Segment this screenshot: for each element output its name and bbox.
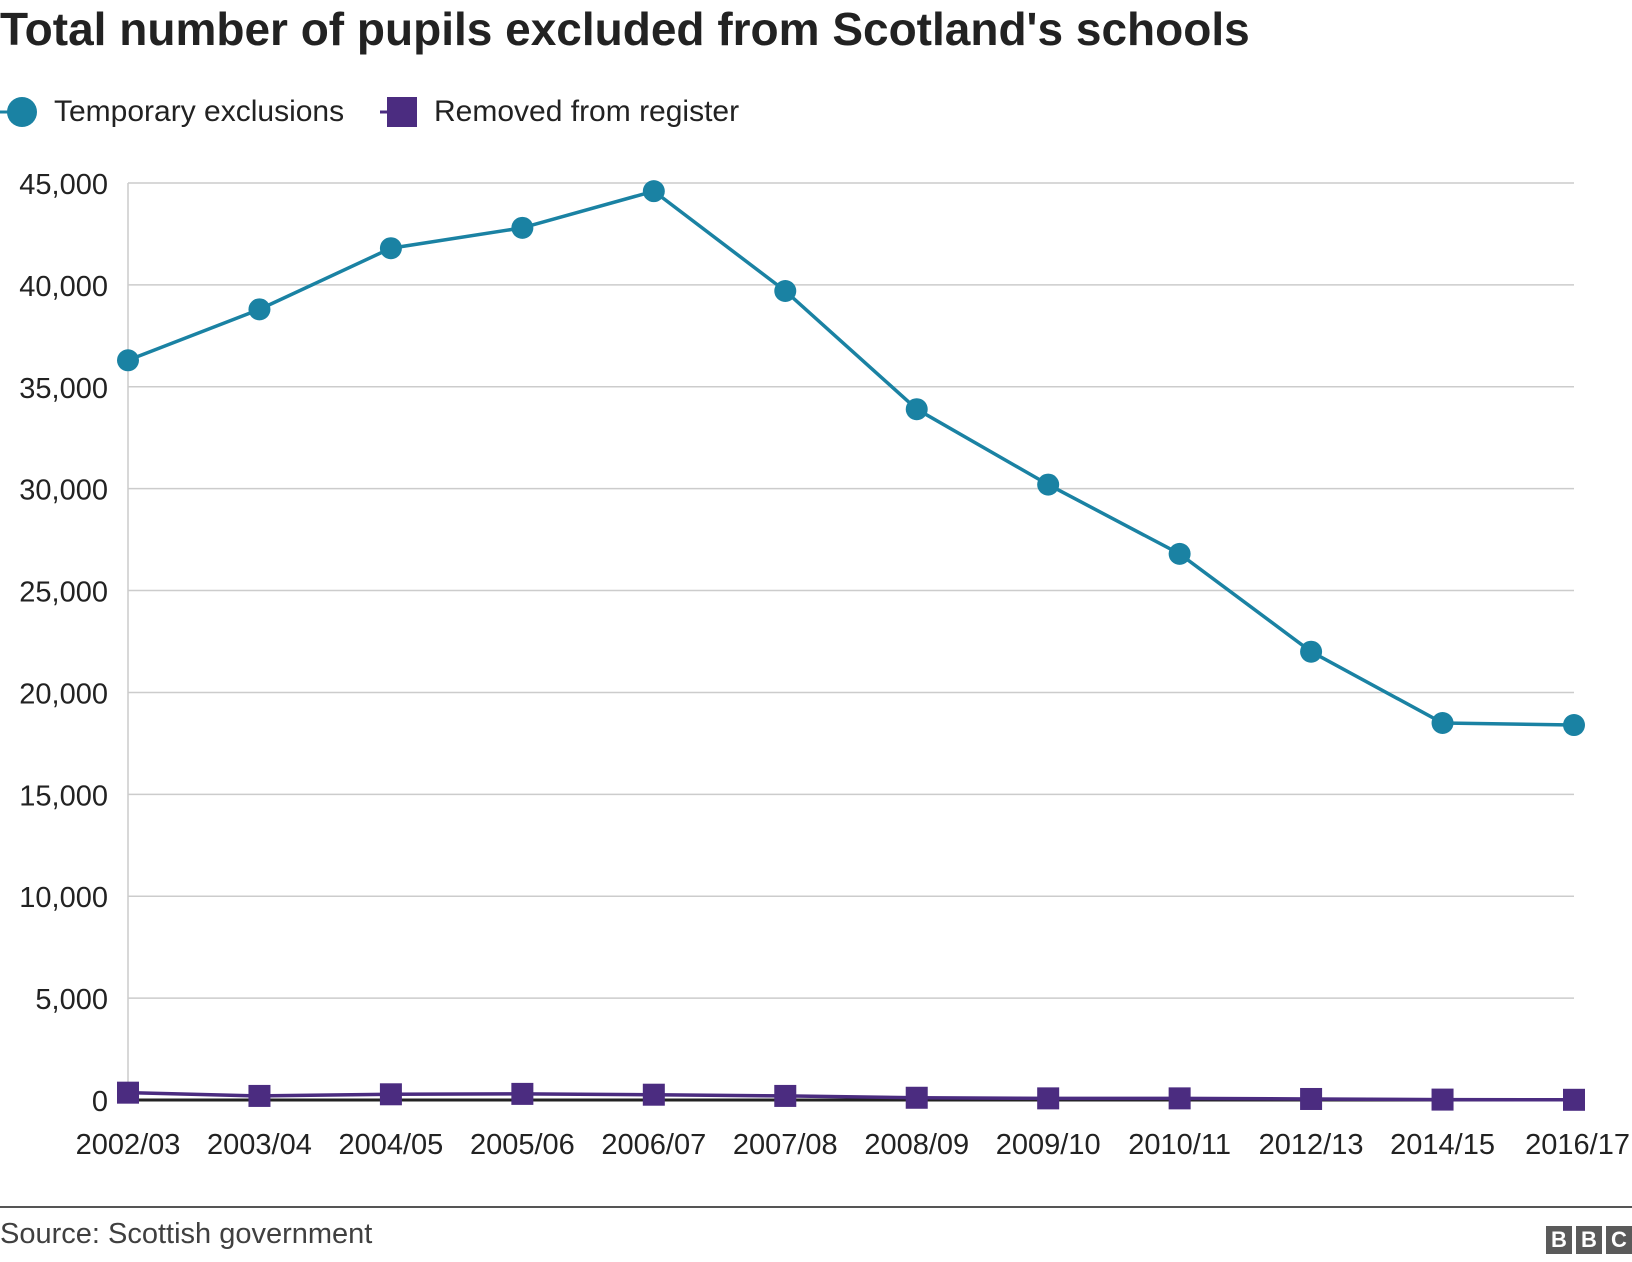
data-point-square [511, 1082, 534, 1105]
data-point-square [642, 1083, 665, 1106]
data-point-square [1431, 1088, 1454, 1111]
data-point-square [1300, 1087, 1323, 1110]
data-point-circle [774, 280, 797, 303]
x-tick-label: 2010/11 [1128, 1129, 1231, 1161]
logo-letter: C [1606, 1226, 1632, 1254]
x-tick-label: 2006/07 [601, 1129, 706, 1161]
y-tick-label: 5,000 [35, 984, 108, 1016]
x-tick-label: 2012/13 [1259, 1129, 1364, 1161]
x-tick-label: 2014/15 [1390, 1129, 1495, 1161]
y-tick-label: 40,000 [19, 271, 108, 303]
legend-label: Temporary exclusions [54, 95, 345, 128]
y-tick-label: 10,000 [19, 882, 108, 914]
x-tick-label: 2008/09 [864, 1129, 969, 1161]
legend-item-temporary-exclusions: Temporary exclusions [0, 92, 380, 132]
series-line-removed-from-register [127, 1090, 1575, 1102]
data-point-square [1037, 1087, 1060, 1110]
line-chart: 45,000 40,000 35,000 30,000 25,000 20,000 15,0… [19, 169, 1630, 1161]
x-tick-label: 2002/03 [76, 1129, 181, 1161]
data-point-circle [511, 216, 534, 239]
x-tick-label: 2005/06 [470, 1129, 575, 1161]
x-tick-label: 2009/10 [996, 1129, 1101, 1161]
data-point-square [117, 1081, 139, 1104]
x-tick-label: 2004/05 [338, 1129, 443, 1161]
chart-title: Total number of pupils excluded from Sco… [0, 3, 1250, 55]
source-note: Source: Scottish government [0, 1218, 373, 1250]
x-tick-label: 2007/08 [733, 1129, 838, 1161]
y-tick-label: 20,000 [19, 678, 108, 710]
data-point-square [1168, 1087, 1191, 1110]
data-point-square [774, 1084, 797, 1107]
circle-marker-icon [0, 97, 37, 127]
y-tick-label: 0 [92, 1086, 108, 1118]
logo-letter: B [1576, 1226, 1602, 1254]
data-point-circle [117, 349, 139, 372]
data-point-circle [1168, 542, 1191, 565]
data-point-square [905, 1086, 928, 1109]
y-tick-label: 35,000 [19, 373, 108, 405]
series-line-temporary-exclusions [127, 189, 1575, 727]
square-marker-icon [380, 97, 417, 127]
data-point-square [379, 1083, 402, 1106]
footer-divider [0, 1206, 1632, 1208]
data-point-circle [1037, 473, 1060, 496]
data-point-circle [642, 180, 665, 203]
y-tick-label: 45,000 [19, 169, 108, 201]
x-tick-label: 2016/17 [1525, 1129, 1630, 1161]
y-tick-label: 15,000 [19, 780, 108, 812]
data-point-circle [1300, 640, 1323, 663]
data-point-square [248, 1084, 271, 1107]
data-point-circle [1563, 714, 1585, 737]
data-point-circle [905, 398, 928, 421]
x-tick-label: 2003/04 [207, 1129, 312, 1161]
data-point-circle [248, 298, 271, 321]
logo-letter: B [1546, 1226, 1572, 1254]
legend-label: Removed from register [434, 95, 740, 128]
data-point-circle [379, 237, 402, 260]
y-tick-label: 25,000 [19, 577, 108, 609]
bbc-logo: B B C [1546, 1226, 1632, 1254]
legend-item-removed-from-register: Removed from register [380, 92, 780, 132]
data-point-square [1563, 1088, 1585, 1111]
y-tick-label: 30,000 [19, 475, 108, 507]
data-point-circle [1431, 712, 1454, 735]
